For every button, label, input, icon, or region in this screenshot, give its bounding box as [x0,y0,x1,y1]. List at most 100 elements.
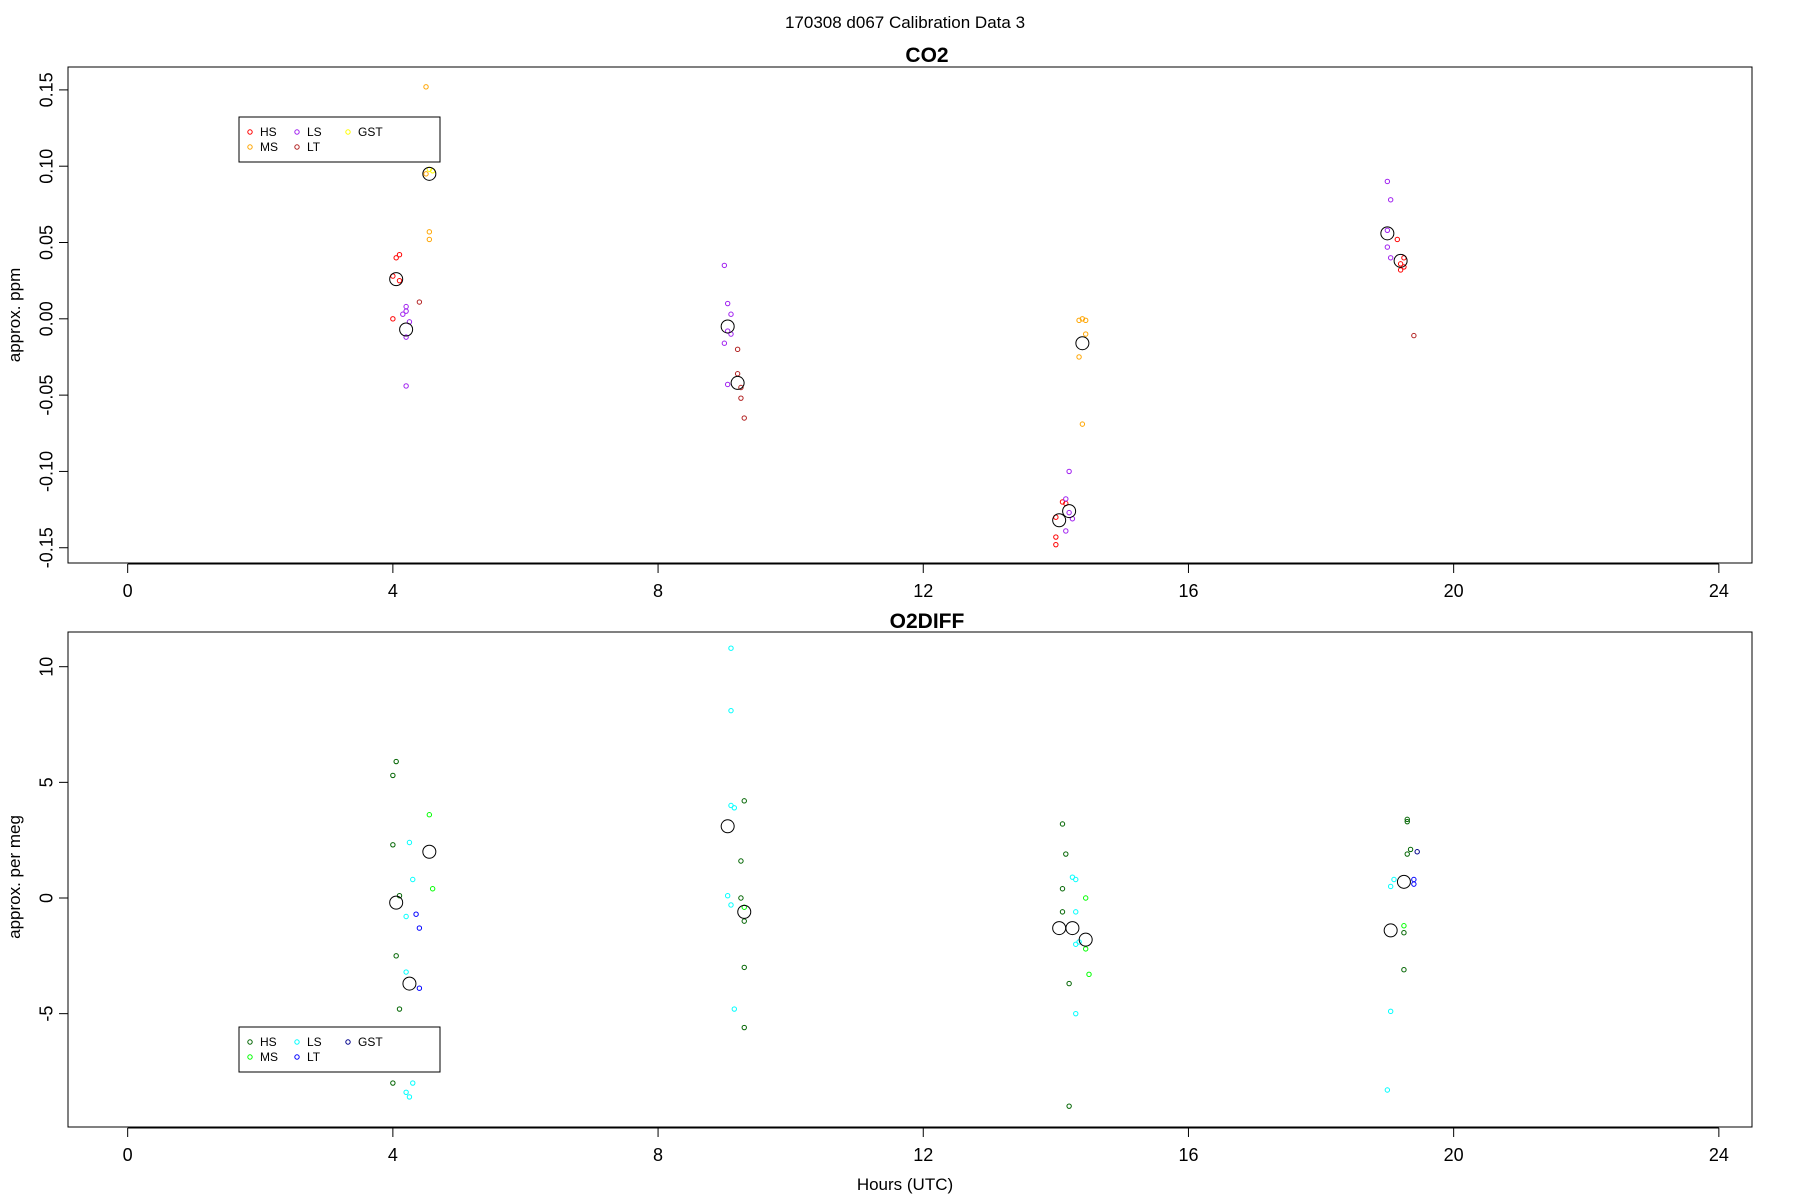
data-point-hs [741,964,747,971]
legend-marker [345,1039,351,1045]
data-point-ms [1086,971,1092,978]
o2diff-panel: O2DIFF approx. per meg 0 4 8 12 16 20 24 10 5 0 -5… [5,610,1753,1165]
data-point-ls [728,311,734,317]
data-point-ls [1066,509,1072,516]
data-point-lt [1411,881,1417,887]
data-point-hs [393,255,399,261]
data-point-hs [396,892,403,899]
x-axis-label: Hours (UTC) [857,1175,953,1194]
data-point-ls [1387,883,1394,890]
data-point-ls [728,707,734,714]
x-tick-label: 8 [653,581,663,601]
data-point-hs [396,252,403,258]
data-point-ls [1063,528,1069,534]
data-point-ms [429,886,436,892]
data-point-ms [1079,421,1086,427]
data-point-lt [734,346,741,353]
data-point-hs [741,1024,747,1031]
data-point-hs [1053,541,1059,548]
y-tick-label: 0.15 [36,72,56,107]
mean-marker [389,272,404,287]
data-point-ls [728,902,734,908]
data-point-ms [426,229,433,235]
data-point-hs [1404,851,1410,857]
data-point-ls [410,1080,416,1086]
y-tick-label: 10 [36,657,56,677]
data-point-ls [1073,876,1079,883]
data-point-ls [724,381,731,388]
data-point-lt [413,911,419,917]
legend-label: GST [358,125,383,139]
co2-panel: CO2 approx. ppm 0 4 8 12 16 20 24 0.15 0.10 0.05 0… [5,44,1753,601]
legend-marker [294,129,300,135]
mean-marker [1062,504,1077,519]
mean-marker [422,166,437,181]
data-point-ls [1387,1008,1394,1015]
data-point-ls [403,1089,409,1096]
data-point-ls [1063,496,1069,502]
legend-label: LT [307,1050,321,1064]
data-point-ms [1401,923,1407,929]
legend-label: MS [260,1050,278,1064]
mean-marker [1383,923,1398,938]
legend-marker [247,129,253,135]
data-point-ls [403,913,409,920]
mean-marker [1396,874,1411,889]
x-tick-label: 0 [123,581,133,601]
data-point-hs [738,858,744,864]
x-tick-label: 20 [1444,1145,1464,1165]
x-tick-label: 20 [1444,581,1464,601]
legend-label: GST [358,1035,383,1049]
data-point-ms [1076,317,1082,324]
y-tick-label: 0.05 [36,225,56,260]
mean-marker [399,322,414,337]
x-tick-label: 12 [913,1145,933,1165]
mean-marker [1075,336,1090,351]
data-point-hs [390,772,396,779]
x-tick-label: 12 [913,581,933,601]
x-tick-label: 4 [388,581,398,601]
data-point-hs [1059,886,1066,892]
data-point-lt [734,371,741,377]
data-point-gst [1414,849,1420,855]
legend-label: LS [307,1035,322,1049]
legend-box [238,116,441,163]
data-point-hs [1059,909,1066,915]
data-point-lt [738,384,744,391]
data-point-lt [1411,332,1417,339]
data-point-ls [403,303,409,310]
data-point-hs [390,842,396,848]
mean-marker [1078,932,1093,947]
data-point-ls [1384,244,1391,250]
y-tick-label: 0 [36,893,56,903]
legend-marker [247,1054,253,1060]
data-point-hs [1401,967,1407,973]
data-point-hs [1066,980,1072,987]
data-point-ls [406,1094,413,1100]
mean-marker [422,844,437,859]
legend-label: HS [260,125,277,139]
mean-marker [737,904,752,919]
legend-label: LT [307,140,321,154]
data-point-ls [731,805,738,811]
data-point-ls [721,340,728,346]
panel-title: CO2 [905,44,948,67]
data-point-ls [724,300,731,307]
legend-marker [247,1039,253,1045]
data-point-hs [1394,236,1400,243]
data-point-hs [741,798,747,804]
data-point-ls [403,334,409,340]
data-point-hs [393,953,399,959]
mean-marker [720,319,735,334]
mean-marker [1065,921,1080,936]
data-point-lt [416,985,423,991]
data-point-ms [423,171,429,177]
data-point-ls [721,262,728,269]
data-point-ls [1066,468,1072,475]
x-tick-label: 4 [388,1145,398,1165]
data-point-ls [400,311,406,317]
data-point-ls [1384,1087,1391,1093]
x-tick-label: 24 [1709,1145,1729,1165]
data-point-ls [728,645,734,651]
